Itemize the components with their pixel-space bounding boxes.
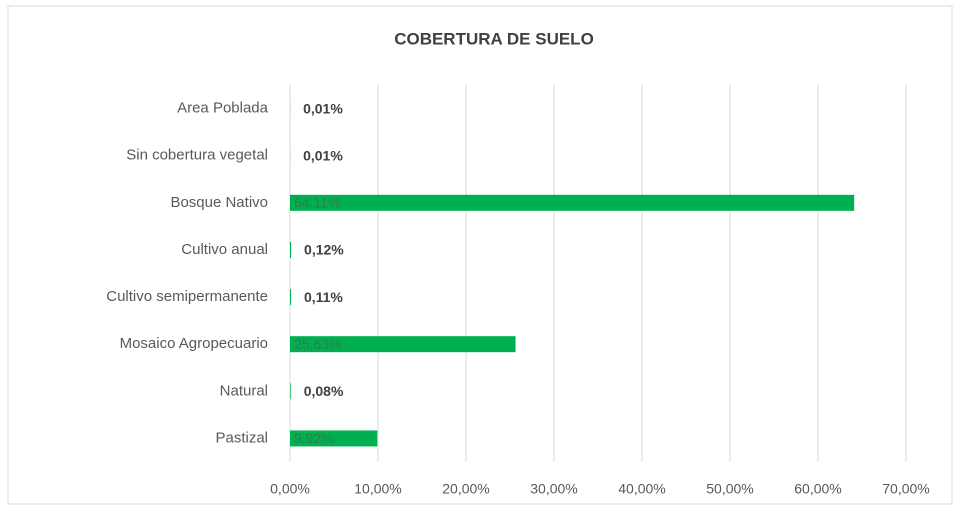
y-tick-label: Cultivo semipermanente (106, 288, 268, 305)
bar (290, 383, 291, 400)
x-tick-label: 20,00% (442, 481, 489, 497)
x-tick-label: 70,00% (882, 481, 929, 497)
bar (290, 241, 292, 258)
x-tick-label: 30,00% (530, 481, 577, 497)
x-tick-label: 50,00% (706, 481, 753, 497)
data-label: 0,12% (304, 242, 344, 258)
y-tick-label: Area Poblada (177, 100, 269, 117)
bar (290, 194, 855, 211)
bar (290, 430, 378, 447)
x-tick-label: 0,00% (270, 481, 310, 497)
y-tick-label: Bosque Nativo (170, 194, 268, 211)
y-tick-label: Pastizal (215, 429, 268, 446)
y-tick-label: Natural (220, 382, 268, 399)
x-tick-label: 60,00% (794, 481, 841, 497)
data-label: 0,01% (303, 147, 343, 163)
y-tick-label: Sin cobertura vegetal (126, 147, 268, 164)
chart-border (7, 5, 953, 505)
x-tick-label: 10,00% (354, 481, 401, 497)
data-label: 0,01% (303, 100, 343, 116)
y-tick-label: Cultivo anual (181, 241, 268, 258)
bar (290, 336, 516, 353)
chart-title: COBERTURA DE SUELO (394, 29, 594, 48)
data-label: 25,63% (294, 336, 341, 352)
data-label: 64,11% (294, 195, 340, 211)
data-label: 0,08% (304, 383, 344, 399)
bar (290, 289, 291, 306)
x-tick-label: 40,00% (618, 481, 665, 497)
y-tick-label: Mosaico Agropecuario (120, 335, 268, 352)
data-label: 0,11% (304, 289, 343, 305)
data-label: 9,92% (294, 430, 334, 446)
